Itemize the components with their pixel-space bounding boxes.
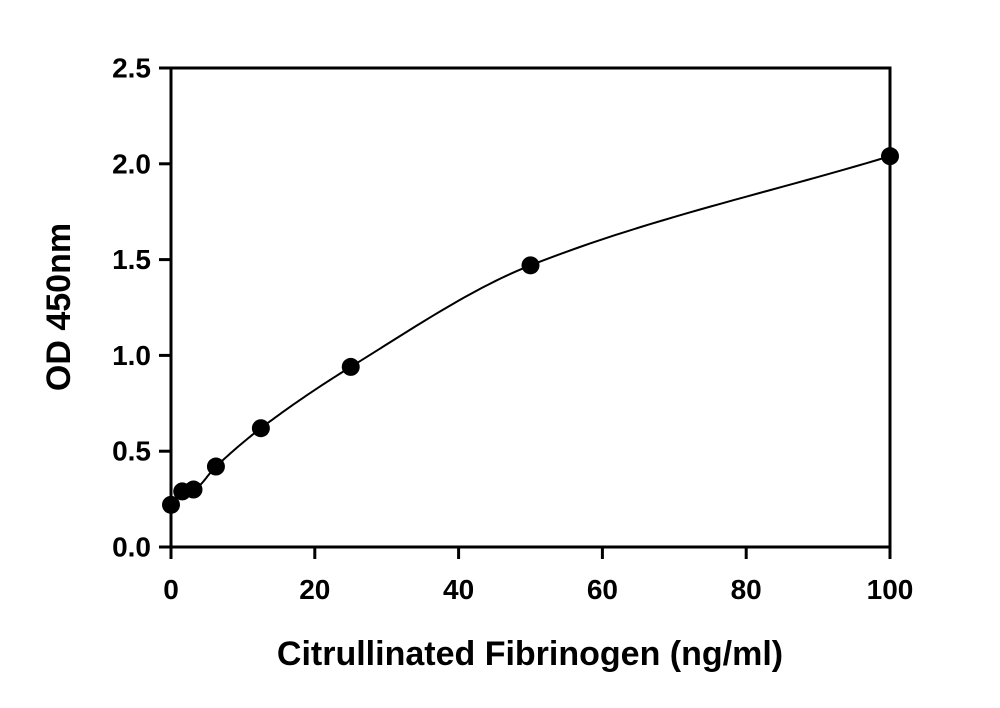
x-tick-label: 80 [731,574,762,605]
x-tick-label: 40 [443,574,474,605]
x-tick-label: 0 [163,574,179,605]
y-axis: 0.0 0.5 1.0 1.5 2.0 2.5 [112,53,171,563]
data-point [184,480,203,499]
y-tick-label: 1.0 [112,340,151,371]
y-tick-label: 2.0 [112,148,151,179]
x-axis: 0 20 40 60 80 100 [163,547,913,605]
data-points [162,147,899,514]
fit-curve [170,155,891,506]
y-tick-label: 1.5 [112,244,151,275]
x-tick-label: 60 [587,574,618,605]
x-axis-title: Citrullinated Fibrinogen (ng/ml) [277,635,783,673]
y-tick-label: 0.0 [112,532,151,563]
data-point [251,419,270,438]
x-tick-label: 20 [299,574,330,605]
x-tick-label: 100 [867,574,914,605]
y-tick-label: 0.5 [112,436,151,467]
plot-frame [169,66,892,549]
data-point [206,457,225,476]
data-point [162,495,180,514]
data-point [521,256,540,275]
y-tick-label: 2.5 [112,53,151,84]
data-point [341,357,360,376]
y-axis-title: OD 450nm [40,223,78,391]
data-point [881,147,899,166]
